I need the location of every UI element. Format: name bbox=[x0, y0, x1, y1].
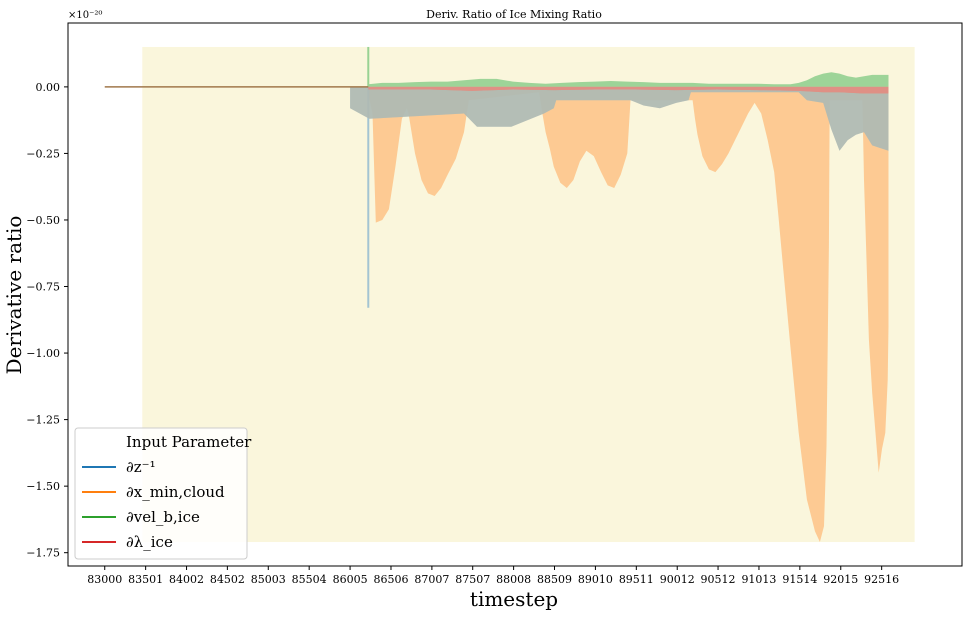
x-tick-label: 87507 bbox=[455, 573, 490, 586]
y-tick-label: −1.50 bbox=[26, 480, 60, 493]
x-tick-label: 86506 bbox=[373, 573, 408, 586]
legend-box bbox=[74, 427, 248, 560]
y-tick-label: −0.25 bbox=[26, 147, 60, 160]
y-tick-label: −1.75 bbox=[26, 547, 60, 560]
y-tick-label: −1.00 bbox=[26, 347, 60, 360]
x-tick-label: 91013 bbox=[741, 573, 776, 586]
x-tick-label: 90512 bbox=[701, 573, 736, 586]
legend-label: ∂x_min,cloud bbox=[126, 483, 225, 501]
series-0-area bbox=[368, 86, 889, 543]
series-layer bbox=[104, 46, 889, 543]
chart-title: Deriv. Ratio of Ice Mixing Ratio bbox=[426, 8, 602, 21]
y-tick-label: 0.00 bbox=[36, 81, 61, 94]
x-tick-label: 90012 bbox=[660, 573, 695, 586]
legend-entries: ∂z⁻¹ ∂x_min,cloud ∂vel_b,ice ∂λ_ice bbox=[82, 458, 225, 551]
x-tick-label: 92516 bbox=[864, 573, 899, 586]
series-3-strip bbox=[368, 86, 889, 94]
legend-label: ∂vel_b,ice bbox=[126, 508, 200, 526]
plot-frame bbox=[67, 22, 963, 567]
ticks-layer: 83000 83501 84002 84502 85003 85504 86005 86506… bbox=[26, 81, 899, 586]
legend-label: ∂λ_ice bbox=[126, 533, 173, 551]
series-2-area bbox=[368, 72, 889, 87]
x-tick-label: 85504 bbox=[292, 573, 327, 586]
x-axis-title: timestep bbox=[470, 587, 558, 611]
x-tick-label: 88509 bbox=[537, 573, 572, 586]
y-scale-exponent-label: ×10⁻²⁰ bbox=[68, 10, 102, 21]
legend-label: ∂z⁻¹ bbox=[126, 458, 156, 476]
y-tick-label: −0.50 bbox=[26, 214, 60, 227]
x-tick-label: 83000 bbox=[87, 573, 122, 586]
y-tick-label: −0.75 bbox=[26, 281, 60, 294]
x-tick-label: 89511 bbox=[619, 573, 654, 586]
legend-title: Input Parameter bbox=[126, 433, 252, 451]
x-tick-label: 84502 bbox=[210, 573, 245, 586]
legend: Input Parameter ∂z⁻¹ ∂x_min,cloud ∂vel_b,i… bbox=[74, 427, 252, 560]
x-tick-label: 89010 bbox=[578, 573, 613, 586]
x-tick-label: 83501 bbox=[128, 573, 163, 586]
x-tick-label: 87007 bbox=[414, 573, 449, 586]
y-axis-title: Derivative ratio bbox=[2, 216, 26, 375]
x-tick-label: 88008 bbox=[496, 573, 531, 586]
x-tick-label: 84002 bbox=[169, 573, 204, 586]
series-1-area bbox=[350, 86, 889, 151]
y-tick-label: −1.25 bbox=[26, 414, 60, 427]
x-tick-label: 92015 bbox=[823, 573, 858, 586]
x-tick-label: 86005 bbox=[333, 573, 368, 586]
x-tick-label: 85003 bbox=[251, 573, 286, 586]
x-tick-label: 91514 bbox=[782, 573, 817, 586]
overlap-tint bbox=[350, 86, 889, 151]
